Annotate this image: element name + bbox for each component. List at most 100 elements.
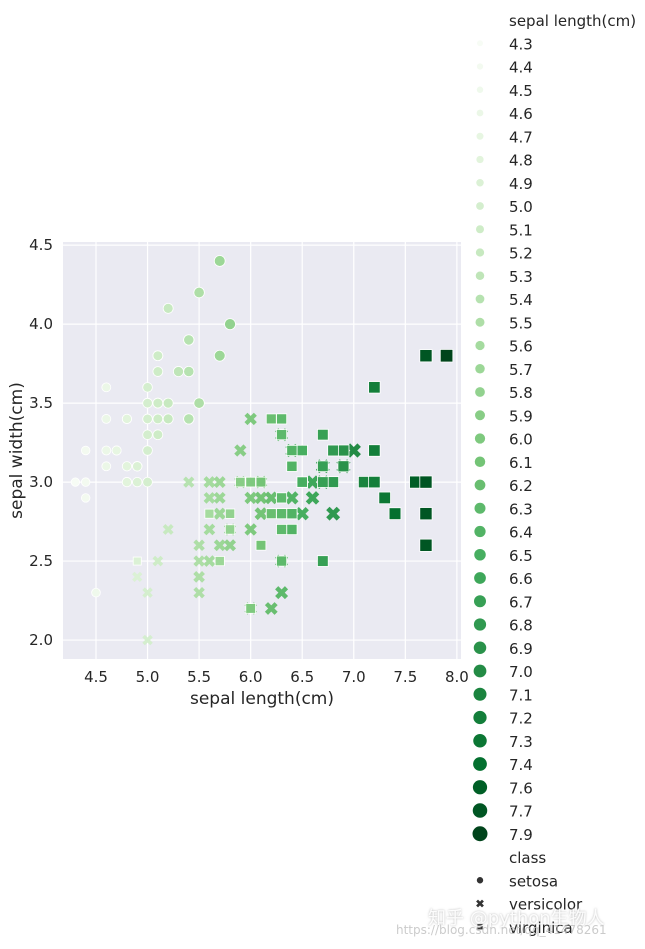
data-point-virginica <box>132 556 142 566</box>
legend-hue-label: 5.4 <box>509 291 533 309</box>
legend-hue-swatch <box>475 340 485 351</box>
data-point-setosa <box>224 318 236 331</box>
data-point-setosa <box>142 445 153 456</box>
data-point-virginica <box>337 460 350 473</box>
legend-hue-label: 6.8 <box>509 617 533 635</box>
legend-hue-label: 6.9 <box>509 640 533 658</box>
legend-hue-label: 7.7 <box>509 803 533 821</box>
x-tick-label: 7.0 <box>342 668 366 686</box>
data-point-virginica <box>337 444 350 457</box>
legend-hue-label: 5.8 <box>509 384 533 402</box>
data-point-versicolor <box>346 443 361 458</box>
data-point-setosa <box>183 334 195 346</box>
legend-hue-label: 7.0 <box>509 663 533 681</box>
legend-style-marker <box>476 923 484 931</box>
legend-hue-label: 6.7 <box>509 593 533 611</box>
data-point-versicolor <box>193 555 205 567</box>
data-point-virginica <box>419 475 433 489</box>
legend-hue-swatch <box>475 410 485 421</box>
legend: sepal length(cm) 4.3 4.4 4.5 4.6 4.7 4.8 4.9 5.0… <box>472 12 636 937</box>
data-point-setosa <box>152 350 164 362</box>
data-point-virginica <box>265 508 277 520</box>
data-point-setosa <box>213 349 226 362</box>
data-point-versicolor <box>244 523 257 536</box>
legend-hue-swatch <box>476 202 484 210</box>
legend-hue-label: 6.6 <box>509 570 533 588</box>
data-point-setosa <box>121 477 132 488</box>
legend-hue-swatch <box>473 710 487 725</box>
data-point-virginica <box>357 476 371 489</box>
data-point-versicolor <box>183 476 195 488</box>
data-point-versicolor <box>132 571 143 583</box>
data-point-setosa <box>91 587 101 598</box>
legend-hue-label: 7.6 <box>509 779 533 797</box>
data-point-versicolor <box>264 602 278 615</box>
data-point-versicolor <box>193 586 205 599</box>
data-point-versicolor <box>234 444 247 457</box>
data-point-versicolor <box>193 571 205 583</box>
legend-hue-label: 4.7 <box>509 128 533 146</box>
y-axis-label: sepal width(cm) <box>7 382 27 519</box>
x-tick-label: 5.5 <box>187 668 211 686</box>
data-point-setosa <box>101 382 112 393</box>
legend-hue-label: 4.3 <box>509 35 533 53</box>
legend-hue-swatch <box>475 271 485 280</box>
data-point-virginica <box>368 381 381 394</box>
data-point-setosa <box>162 302 174 314</box>
legend-hue-swatch <box>474 595 486 608</box>
data-point-virginica <box>204 508 215 519</box>
data-point-setosa <box>183 413 195 425</box>
data-point-setosa <box>172 366 184 378</box>
data-point-setosa <box>193 397 205 409</box>
data-point-setosa <box>80 493 91 503</box>
legend-hue-swatch <box>474 479 486 491</box>
legend-hue-swatch <box>476 86 484 93</box>
legend-hue-label: 5.7 <box>509 361 533 379</box>
legend-hue-swatch <box>475 294 485 304</box>
data-point-setosa <box>213 255 226 267</box>
legend-hue-label: 7.1 <box>509 686 533 704</box>
data-point-virginica <box>245 476 256 488</box>
data-point-virginica <box>327 476 340 488</box>
data-point-versicolor <box>295 507 309 521</box>
legend-style-label: virginica <box>509 919 573 937</box>
legend-hue-swatch <box>473 664 487 678</box>
data-point-versicolor <box>305 491 320 505</box>
legend-style-label: setosa <box>509 872 558 890</box>
data-point-setosa <box>193 286 205 299</box>
data-point-virginica <box>368 475 381 489</box>
data-point-virginica <box>419 507 433 521</box>
legend-hue-swatch <box>476 225 484 234</box>
legend-hue-label: 4.6 <box>509 105 533 123</box>
legend-hue-swatch <box>476 155 484 164</box>
data-point-virginica <box>276 523 288 535</box>
data-point-versicolor <box>213 539 226 552</box>
data-point-virginica <box>276 492 288 504</box>
data-point-virginica <box>224 524 236 535</box>
data-point-setosa <box>101 414 112 424</box>
legend-hue-label: 5.0 <box>509 198 533 216</box>
x-tick-label: 5.0 <box>136 668 160 686</box>
data-point-virginica <box>368 444 381 457</box>
legend-hue-swatch <box>474 525 486 538</box>
x-axis-ticks: 4.5 5.0 5.5 6.0 6.5 7.0 7.5 8.0 <box>84 668 469 686</box>
legend-hue-swatch <box>472 780 488 795</box>
data-point-versicolor <box>275 586 289 600</box>
x-tick-label: 8.0 <box>445 668 469 686</box>
watermark-text: 知乎 @python生物人 <box>428 908 605 929</box>
legend-hue-swatch <box>475 317 485 327</box>
legend-style-marker <box>476 899 484 908</box>
legend-hue-swatch <box>475 387 485 397</box>
legend-hue-label: 4.8 <box>509 152 533 170</box>
legend-hue-label: 7.4 <box>509 756 533 774</box>
data-point-setosa <box>142 397 153 409</box>
data-point-virginica <box>286 508 298 520</box>
data-point-virginica <box>327 444 340 457</box>
y-tick-label: 3.0 <box>29 473 53 491</box>
legend-hue-swatch <box>473 734 487 748</box>
data-point-versicolor <box>244 491 257 505</box>
legend-hue-label: 5.3 <box>509 268 533 286</box>
data-point-versicolor <box>193 539 205 551</box>
data-point-setosa <box>142 429 153 440</box>
legend-hue-swatch <box>476 63 484 70</box>
